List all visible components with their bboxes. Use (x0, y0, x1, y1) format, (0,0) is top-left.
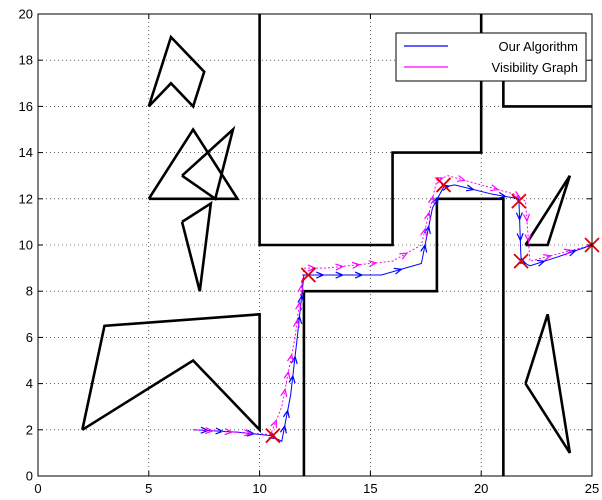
x-tick-label: 0 (34, 481, 41, 496)
obstacle (147, 34, 206, 109)
x-tick-label: 20 (474, 481, 488, 496)
y-tick-label: 2 (26, 422, 33, 437)
obstacles (81, 14, 592, 476)
direction-arrow (516, 233, 524, 242)
direction-arrow (543, 254, 553, 261)
direction-arrow (282, 409, 290, 419)
direction-arrow (524, 233, 532, 243)
obstacle (302, 197, 505, 476)
direction-arrow (316, 271, 325, 279)
marker-stroke (511, 193, 527, 209)
direction-arrow (456, 175, 467, 182)
marker-stroke (300, 267, 316, 283)
y-tick-label: 8 (26, 284, 33, 299)
direction-arrow (427, 195, 435, 205)
direction-arrow (279, 424, 287, 434)
marker-stroke (265, 427, 281, 444)
direction-arrow (465, 184, 475, 192)
marker-stroke (513, 253, 529, 269)
direction-arrow (563, 248, 573, 256)
direction-arrow (205, 427, 215, 435)
direction-arrow (515, 212, 523, 222)
direction-arrow (424, 211, 432, 221)
direction-arrow (490, 184, 500, 192)
obstacle (524, 174, 572, 247)
direction-arrow (270, 419, 278, 429)
direction-arrow (280, 387, 288, 397)
legend-box (395, 32, 587, 82)
direction-arrow (335, 271, 345, 279)
direction-arrow (399, 252, 409, 260)
direction-arrow (295, 301, 303, 311)
y-tick-label: 6 (26, 330, 33, 345)
x-tick-label: 10 (252, 481, 266, 496)
direction-arrow (420, 243, 428, 253)
direction-arrow (498, 191, 508, 199)
direction-arrow (283, 370, 291, 380)
x-tick-label: 25 (585, 481, 599, 496)
y-tick-label: 12 (19, 191, 33, 206)
x-tick-label: 5 (145, 481, 152, 496)
direction-arrow (536, 259, 546, 267)
y-tick-label: 0 (26, 469, 33, 484)
axis-ticks: 0 5 10 15 20 25 0 2 4 6 8 10 12 14 16 18 20 (19, 7, 600, 497)
direction-arrow (368, 260, 378, 268)
direction-arrow (292, 318, 300, 328)
direction-arrow (522, 213, 531, 223)
y-tick-label: 16 (19, 99, 33, 114)
legend: Our Algorithm Visibility Graph (395, 32, 587, 82)
direction-arrow (297, 283, 305, 293)
y-tick-label: 4 (26, 376, 33, 391)
direction-arrow (354, 271, 364, 279)
obstacle (147, 127, 240, 201)
marker-stroke (435, 177, 452, 193)
y-tick-label: 14 (19, 145, 33, 160)
direction-arrow (297, 294, 305, 304)
y-tick-label: 20 (19, 7, 33, 22)
x-tick-label: 15 (363, 481, 377, 496)
waypoint-marker (513, 253, 529, 269)
obstacle (81, 312, 261, 434)
y-tick-label: 18 (19, 53, 33, 68)
series-visibility-graph (193, 175, 593, 437)
series-layer (193, 175, 593, 443)
direction-arrow (243, 429, 253, 437)
obstacle (524, 313, 572, 454)
legend-label: Our Algorithm (499, 39, 578, 54)
legend-label: Visibility Graph (492, 60, 578, 75)
waypoint-marker (300, 267, 316, 283)
direction-arrow (288, 374, 296, 384)
direction-arrow (393, 267, 403, 275)
direction-arrow (200, 426, 210, 434)
direction-arrow (420, 227, 428, 237)
direction-arrow (286, 353, 294, 363)
waypoint-marker (511, 193, 527, 209)
waypoint-marker (435, 177, 452, 193)
direction-arrow (335, 263, 345, 271)
direction-arrow (351, 261, 361, 269)
direction-arrow (224, 428, 234, 436)
obstacle (258, 14, 483, 247)
y-tick-label: 10 (19, 238, 33, 253)
obstacle (180, 200, 213, 292)
waypoint-marker (265, 427, 281, 444)
